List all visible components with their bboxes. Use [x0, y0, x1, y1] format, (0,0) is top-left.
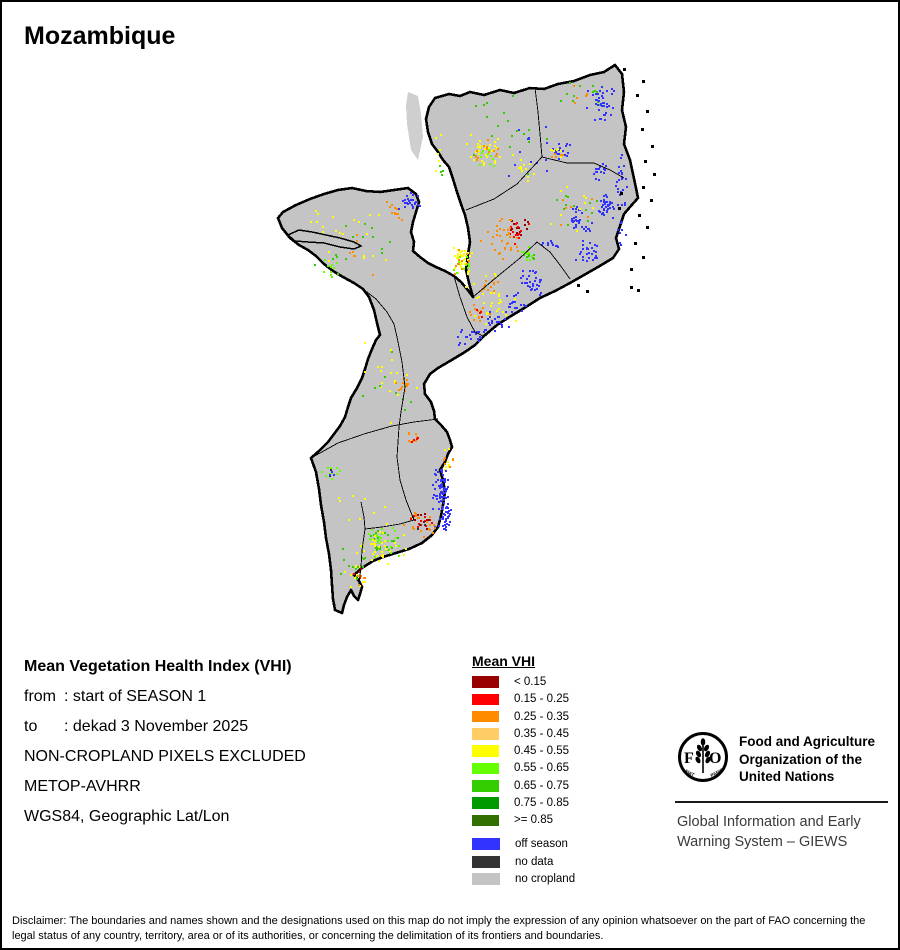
giews-line: Warning System – GIEWS: [677, 834, 848, 850]
legend-swatch: [472, 676, 499, 688]
province-border-layer: [286, 87, 625, 585]
legend-row: 0.55 - 0.65: [472, 762, 569, 774]
fao-attribution: F O FIAT PANIS Food and Agriculture Orga…: [677, 728, 875, 786]
info-line: to: dekad 3 November 2025: [24, 718, 249, 735]
legend-swatch: [472, 762, 499, 775]
legend-swatch: [472, 745, 499, 757]
legend-row: < 0.15: [472, 676, 569, 688]
province-border: [358, 501, 366, 585]
info-line: WGS84, Geographic Lat/Lon: [24, 808, 230, 825]
coastal-islands-layer: [577, 68, 656, 293]
province-border: [536, 241, 571, 280]
info-line: from: start of SEASON 1: [24, 688, 207, 705]
wheat-ear-icon: [695, 738, 711, 773]
legend-entries: < 0.15 0.15 - 0.25 0.25 - 0.35 0.35 - 0.45 0…: [472, 676, 569, 826]
fao-logo-letter-o: O: [709, 750, 721, 767]
legend-label: 0.75 - 0.85: [514, 797, 569, 810]
province-border: [310, 418, 439, 459]
province-border: [364, 519, 415, 530]
legend-row: 0.35 - 0.45: [472, 728, 569, 740]
province-border: [396, 426, 415, 521]
legend-row: >= 0.85: [472, 814, 569, 826]
legend-label: off season: [515, 838, 568, 850]
legend-label: 0.25 - 0.35: [514, 710, 569, 723]
legend-row: 0.45 - 0.55: [472, 745, 569, 757]
province-border: [396, 336, 406, 428]
legend-swatch: [472, 814, 499, 827]
province-border: [541, 156, 625, 179]
info-line: NON-CROPLAND PIXELS EXCLUDED: [24, 748, 306, 765]
fao-divider-line: [675, 801, 888, 803]
legend-swatch: [472, 710, 499, 723]
legend-label: < 0.15: [514, 676, 547, 688]
legend-row: off season: [472, 838, 575, 850]
fao-org-name: Food and Agriculture Organization of the…: [739, 728, 875, 786]
legend-swatch: [472, 855, 500, 868]
legend-row: 0.25 - 0.35: [472, 711, 569, 723]
legend-swatch: [472, 797, 499, 809]
country-outline: [276, 63, 640, 615]
info-line: METOP-AVHRR: [24, 778, 141, 795]
legend-label: >= 0.85: [514, 814, 554, 827]
disclaimer-text: Disclaimer: The boundaries and names sho…: [12, 915, 866, 942]
legend-label: no cropland: [515, 873, 576, 885]
vhi-pixel-layer: [310, 82, 628, 588]
info-line: Mean Vegetation Health Index (VHI): [24, 658, 292, 675]
legend-label: 0.55 - 0.65: [514, 762, 569, 775]
vhi-legend: Mean VHI < 0.15 0.15 - 0.25 0.25 - 0.35 0.3…: [472, 653, 569, 832]
lake-malawi-strip: [406, 92, 423, 160]
legend-swatch: [472, 693, 499, 706]
legend-row: 0.15 - 0.25: [472, 693, 569, 705]
fao-org-line: United Nations: [739, 769, 835, 784]
province-border: [362, 288, 398, 338]
legend-row: no cropland: [472, 873, 575, 885]
fao-logo-letter-f: F: [684, 750, 694, 767]
legend-label: 0.35 - 0.45: [514, 727, 569, 740]
province-border: [453, 275, 484, 337]
lake-cahora-bassa: [286, 229, 363, 250]
legend-swatch: [472, 838, 500, 850]
province-border: [465, 156, 543, 211]
province-border: [472, 241, 538, 298]
province-border: [534, 87, 543, 158]
page-title: Mozambique: [24, 22, 176, 50]
map-metadata: Mean Vegetation Health Index (VHI) from: …: [24, 652, 306, 832]
legend-swatch: [472, 873, 500, 885]
legend-swatch: [472, 780, 499, 792]
fao-motto-panis: PANIS: [710, 767, 724, 778]
country-land-layer: [276, 63, 640, 615]
legend-row: 0.65 - 0.75: [472, 780, 569, 792]
legend-label: no data: [515, 855, 554, 868]
giews-line: Global Information and Early: [677, 814, 861, 830]
fao-org-line: Organization of the: [739, 751, 862, 767]
legend-extra: off season no data no cropland: [472, 838, 575, 891]
legend-title: Mean VHI: [472, 653, 536, 669]
legend-row: 0.75 - 0.85: [472, 797, 569, 809]
fao-org-line: Food and Agriculture: [739, 734, 875, 749]
legend-label: 0.45 - 0.55: [514, 745, 569, 758]
legend-label: 0.15 - 0.25: [514, 693, 569, 706]
giews-label: Global Information and Early Warning Sys…: [677, 812, 861, 852]
fao-logo: F O FIAT PANIS: [678, 732, 728, 782]
legend-swatch: [472, 728, 499, 740]
legend-label: 0.65 - 0.75: [514, 779, 569, 792]
fao-motto-fiat: FIAT: [684, 768, 695, 777]
legend-row: no data: [472, 855, 575, 868]
